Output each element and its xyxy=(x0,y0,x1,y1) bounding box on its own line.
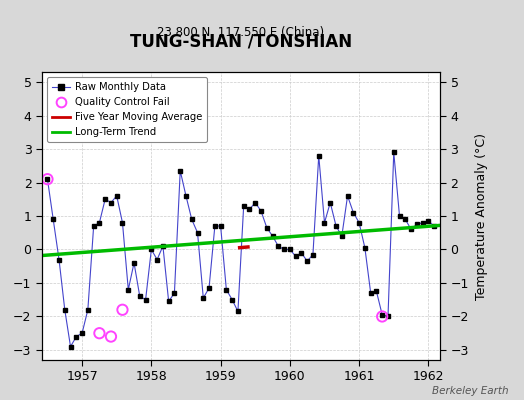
Raw Monthly Data xyxy=(431,224,438,228)
Raw Monthly Data xyxy=(408,227,414,232)
Text: Berkeley Earth: Berkeley Earth xyxy=(432,386,508,396)
Raw Monthly Data xyxy=(390,150,397,155)
Five Year Moving Average xyxy=(235,246,241,250)
Quality Control Fail xyxy=(43,176,52,182)
Raw Monthly Data xyxy=(356,220,362,225)
Raw Monthly Data xyxy=(396,214,402,218)
Legend: Raw Monthly Data, Quality Control Fail, Five Year Moving Average, Long-Term Tren: Raw Monthly Data, Quality Control Fail, … xyxy=(47,77,208,142)
Line: Five Year Moving Average: Five Year Moving Average xyxy=(238,247,250,248)
Title: TUNG-SHAN /TONSHIAN: TUNG-SHAN /TONSHIAN xyxy=(130,33,352,51)
Quality Control Fail xyxy=(95,330,104,336)
Raw Monthly Data xyxy=(402,217,409,222)
Line: Raw Monthly Data: Raw Monthly Data xyxy=(46,150,436,349)
Quality Control Fail xyxy=(378,313,386,320)
Quality Control Fail xyxy=(118,306,127,313)
Text: 23.800 N, 117.550 E (China): 23.800 N, 117.550 E (China) xyxy=(158,26,324,39)
Raw Monthly Data xyxy=(310,252,316,257)
Raw Monthly Data xyxy=(45,177,51,182)
Y-axis label: Temperature Anomaly (°C): Temperature Anomaly (°C) xyxy=(475,132,487,300)
Quality Control Fail xyxy=(107,333,115,340)
Five Year Moving Average xyxy=(247,244,253,249)
Raw Monthly Data xyxy=(68,344,74,349)
Raw Monthly Data xyxy=(327,200,333,205)
